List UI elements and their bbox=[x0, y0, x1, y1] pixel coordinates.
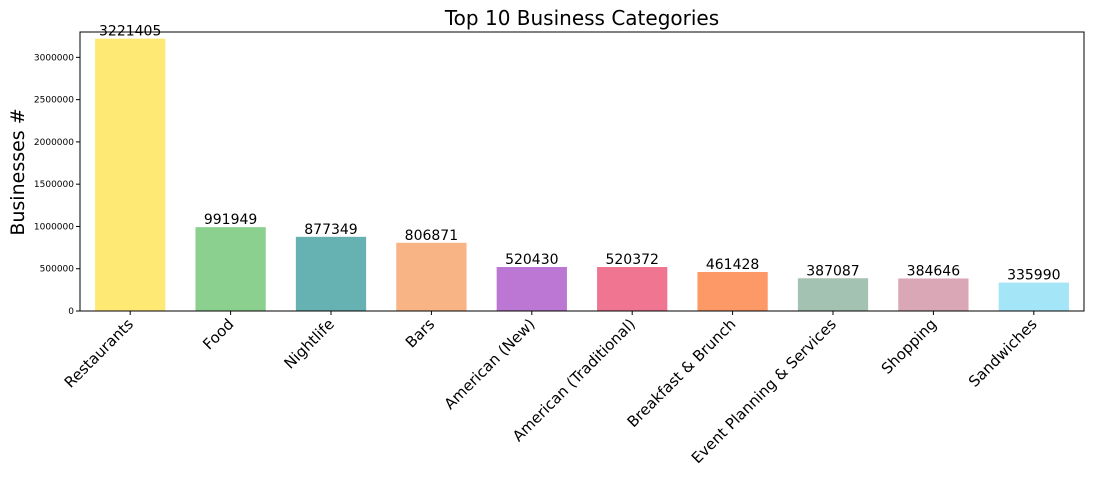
x-tick-label-10: Sandwiches bbox=[965, 315, 1041, 391]
bar-7 bbox=[697, 271, 768, 311]
data-label-10: 335990 bbox=[1007, 268, 1060, 284]
data-label-7: 461428 bbox=[706, 257, 759, 273]
bar-9 bbox=[898, 278, 969, 311]
x-tick-label-5: American (New) bbox=[441, 315, 539, 413]
data-label-3: 877349 bbox=[304, 222, 357, 238]
data-label-4: 806871 bbox=[405, 228, 458, 244]
bar-10 bbox=[998, 282, 1069, 311]
x-tick-label-4: Bars bbox=[402, 315, 439, 352]
bar-4 bbox=[396, 242, 467, 311]
x-tick-label-7: Breakfast & Brunch bbox=[624, 315, 740, 431]
y-tick-label-4: 1500000 bbox=[34, 180, 74, 190]
data-label-9: 384646 bbox=[907, 263, 961, 279]
x-tick-label-9: Shopping bbox=[878, 315, 941, 378]
y-tick-label-1: 0 bbox=[68, 307, 74, 317]
data-label-2: 991949 bbox=[204, 212, 257, 228]
bar-6 bbox=[597, 267, 668, 311]
y-tick-label-7: 3000000 bbox=[34, 53, 74, 63]
y-tick-label-3: 1000000 bbox=[34, 222, 74, 232]
y-axis-label: Businesses # bbox=[7, 108, 29, 235]
bar-8 bbox=[797, 278, 869, 311]
y-tick-label-6: 2500000 bbox=[34, 96, 74, 106]
x-tick-label-1: Restaurants bbox=[61, 315, 137, 391]
bar-2 bbox=[195, 227, 266, 311]
y-tick-label-5: 2000000 bbox=[34, 138, 74, 148]
x-tick-label-3: Nightlife bbox=[280, 315, 337, 372]
bar-5 bbox=[496, 267, 567, 311]
chart-title: Top 10 Business Categories bbox=[444, 6, 719, 30]
data-label-6: 520372 bbox=[605, 252, 658, 268]
plot-area: 3221405Restaurants991949Food877349Nightl… bbox=[34, 24, 1085, 467]
x-tick-label-2: Food bbox=[199, 315, 237, 353]
plot-frame bbox=[79, 31, 1085, 312]
bar-1 bbox=[95, 38, 166, 311]
y-tick-label-2: 500000 bbox=[40, 265, 75, 275]
data-label-5: 520430 bbox=[505, 252, 558, 268]
bar-3 bbox=[295, 236, 367, 311]
data-label-8: 387087 bbox=[806, 263, 859, 279]
